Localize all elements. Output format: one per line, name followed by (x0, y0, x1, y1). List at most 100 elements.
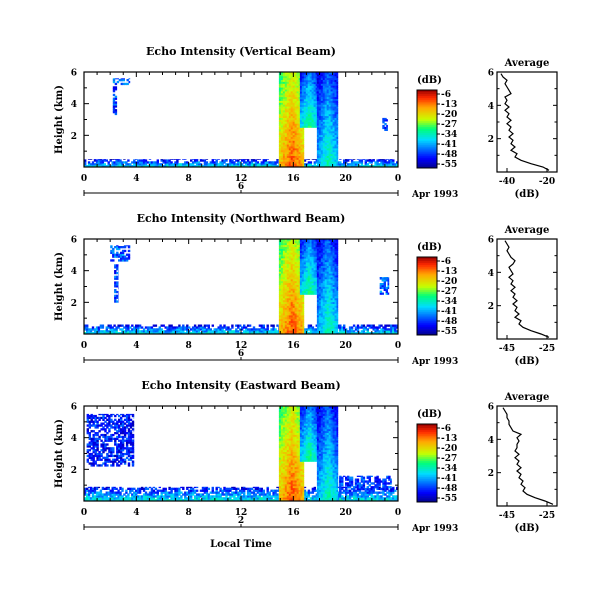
heatmap-cell (294, 240, 297, 244)
heatmap-cell (378, 330, 381, 333)
heatmap-cell (119, 324, 122, 327)
heatmap-cell (324, 153, 328, 156)
heatmap-cell (328, 77, 332, 80)
heatmap-cell (298, 259, 301, 263)
heatmap-cell (309, 324, 313, 327)
heatmap-cell (229, 165, 232, 168)
heatmap-cell (113, 493, 116, 496)
heatmap-cell (354, 163, 358, 166)
heatmap-cell (121, 330, 124, 333)
heatmap-cell (307, 284, 311, 288)
heatmap-cell (324, 163, 328, 166)
heatmap-cell (292, 123, 296, 126)
heatmap-cell (322, 159, 326, 162)
heatmap-cell (205, 161, 209, 164)
heatmap-cell (193, 161, 197, 164)
heatmap-cell (115, 163, 118, 166)
heatmap-cell (278, 100, 282, 103)
heatmap-cell (336, 155, 339, 158)
heatmap-cell (301, 108, 305, 111)
heatmap-cell (311, 106, 314, 109)
heatmap-cell (116, 281, 119, 284)
heatmap-cell (282, 284, 286, 287)
heatmap-cell (320, 326, 324, 329)
heatmap-cell (318, 75, 322, 79)
heatmap-cell (203, 328, 207, 331)
heatmap-cell (286, 273, 290, 276)
heatmap-cell (280, 140, 284, 143)
heatmap-cell (332, 248, 335, 251)
heatmap-cell (328, 148, 332, 151)
heatmap-cell (305, 246, 309, 250)
heatmap-cell (176, 489, 179, 492)
heatmap-cell (316, 119, 320, 122)
heatmap-cell (307, 89, 311, 92)
heatmap-cell (116, 255, 119, 258)
heatmap-cell (109, 324, 112, 327)
heatmap-cell (318, 98, 322, 101)
heatmap-cell (294, 275, 297, 278)
heatmap-cell (324, 142, 328, 145)
heatmap-cell (318, 284, 322, 287)
heatmap-cell (288, 286, 292, 289)
heatmap-cell (116, 296, 119, 299)
heatmap-cell (142, 487, 146, 490)
heatmap-cell (332, 123, 335, 126)
heatmap-cell (282, 134, 286, 137)
heatmap-cell (303, 114, 307, 117)
heatmap-cell (93, 489, 97, 492)
heatmap-cell (278, 278, 282, 282)
heatmap-cell (286, 161, 290, 164)
heatmap-cell (307, 108, 311, 111)
heatmap-cell (142, 332, 146, 335)
heatmap-cell (324, 144, 328, 147)
heatmap-cell (334, 121, 337, 124)
heatmap-cell (162, 495, 165, 498)
heatmap-cell (322, 157, 326, 160)
heatmap-cell (284, 148, 288, 151)
heatmap-cell (97, 159, 101, 162)
heatmap-cell (144, 486, 148, 489)
heatmap-cell (284, 83, 288, 86)
heatmap-cell (262, 159, 265, 160)
heatmap-cell (396, 332, 399, 335)
heatmap-cell (322, 136, 326, 139)
heatmap-cell (296, 134, 299, 137)
heatmap-cell (311, 110, 314, 113)
heatmap-cell (307, 288, 311, 291)
heatmap-cell (322, 85, 326, 88)
heatmap-cell (286, 148, 290, 151)
heatmap-cell (280, 267, 284, 270)
heatmap-cell (299, 245, 303, 248)
heatmap-cell (328, 134, 332, 137)
heatmap-cell (334, 277, 337, 280)
heatmap-cell (286, 134, 290, 137)
heatmap-cell (248, 165, 252, 168)
heatmap-cell (330, 81, 333, 84)
heatmap-cell (316, 75, 320, 79)
heatmap-cell (313, 98, 316, 102)
heatmap-cell (286, 326, 290, 329)
heatmap-cell (99, 491, 103, 494)
heatmap-cell (309, 275, 313, 278)
heatmap-cell (266, 163, 269, 166)
heatmap-cell (387, 279, 390, 282)
heatmap-cell (296, 322, 299, 325)
heatmap-cell (284, 81, 288, 84)
heatmap-cell (298, 163, 301, 166)
heatmap-cell (309, 102, 313, 105)
heatmap-cell (328, 322, 332, 325)
heatmap-cell (117, 159, 120, 162)
heatmap-cell (217, 328, 220, 331)
heatmap-cell (284, 273, 288, 276)
heatmap-cell (211, 159, 214, 160)
heatmap-cell (298, 318, 301, 322)
heatmap-cell (296, 267, 299, 270)
heatmap-cell (131, 328, 134, 331)
heatmap-cell (282, 278, 286, 282)
heatmap-cell (284, 320, 288, 323)
heatmap-cell (320, 296, 324, 299)
heatmap-cell (336, 113, 339, 117)
heatmap-cell (294, 155, 297, 158)
